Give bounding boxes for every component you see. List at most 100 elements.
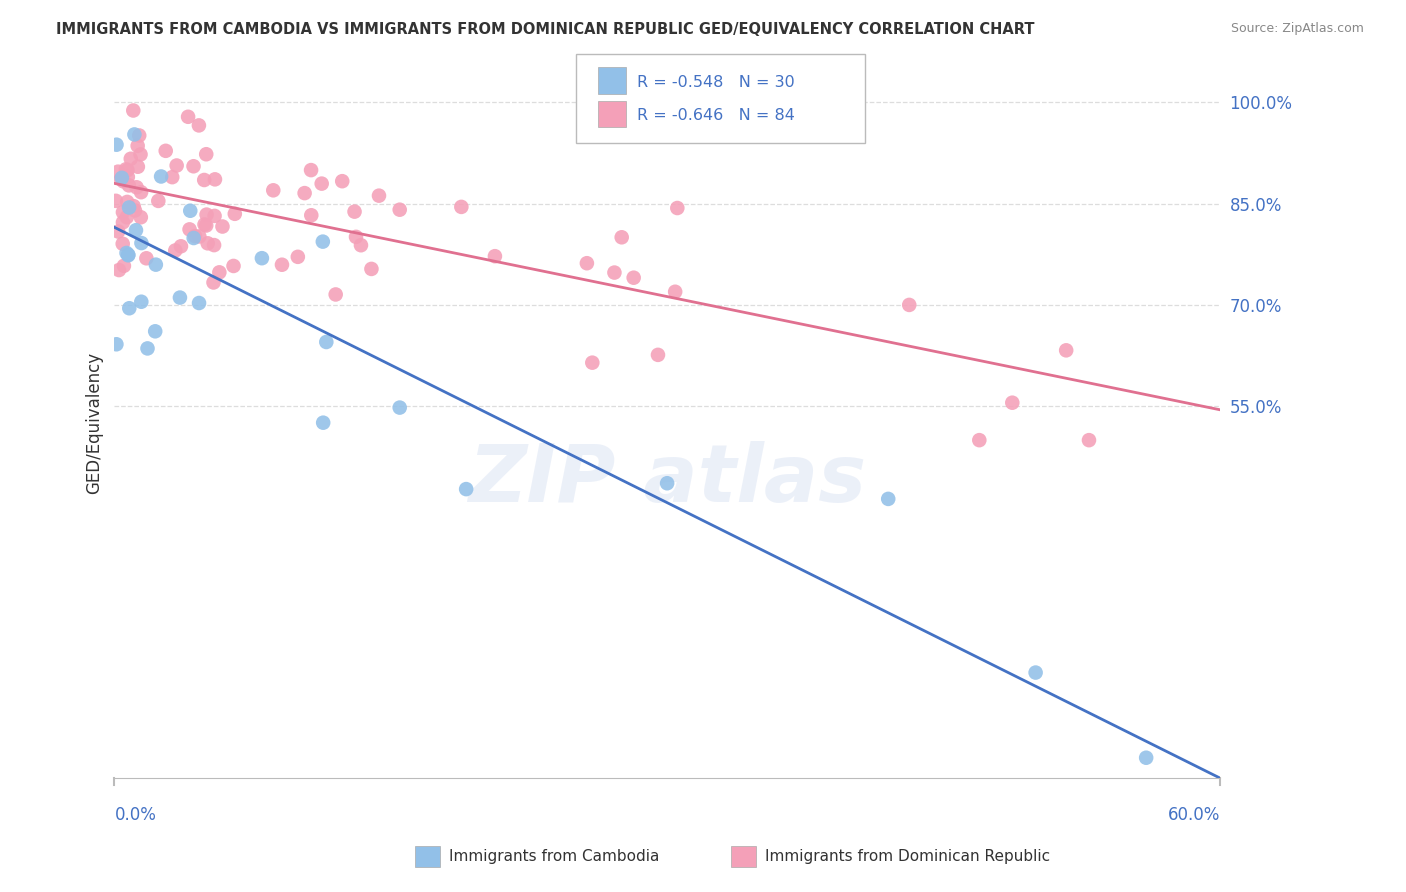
Point	[1001, 395, 1024, 409]
Point	[287, 250, 309, 264]
Point	[115, 210, 138, 224]
Point	[193, 218, 215, 232]
Point	[877, 491, 900, 506]
Text: R = -0.548   N = 30: R = -0.548 N = 30	[637, 75, 794, 89]
Point	[179, 222, 201, 236]
Point	[122, 199, 145, 213]
Point	[484, 249, 506, 263]
Y-axis label: GED/Equivalency: GED/Equivalency	[86, 352, 103, 494]
Point	[145, 258, 167, 272]
Point	[117, 248, 139, 262]
Point	[148, 194, 170, 208]
Point	[343, 204, 366, 219]
Point	[202, 276, 225, 290]
Point	[183, 159, 205, 173]
Point	[127, 138, 149, 153]
Point	[969, 433, 991, 447]
Point	[127, 160, 149, 174]
Point	[125, 223, 148, 237]
Point	[195, 219, 218, 233]
Point	[115, 194, 138, 209]
Point	[195, 208, 218, 222]
Point	[312, 235, 335, 249]
Point	[110, 172, 132, 186]
Point	[179, 203, 201, 218]
Point	[166, 159, 188, 173]
Text: ZIP atlas: ZIP atlas	[468, 441, 866, 519]
Point	[456, 482, 478, 496]
Point	[204, 172, 226, 186]
Point	[311, 177, 333, 191]
Point	[312, 416, 335, 430]
Point	[117, 163, 139, 178]
Point	[197, 236, 219, 251]
Point	[450, 200, 472, 214]
Point	[1135, 750, 1157, 764]
Point	[183, 231, 205, 245]
Point	[184, 229, 207, 244]
Point	[664, 285, 686, 299]
Point	[122, 103, 145, 118]
Point	[204, 209, 226, 223]
Point	[129, 147, 152, 161]
Point	[299, 163, 322, 178]
Text: 0.0%: 0.0%	[114, 806, 156, 824]
Point	[124, 203, 146, 218]
Point	[208, 265, 231, 279]
Point	[188, 296, 211, 310]
Point	[250, 251, 273, 265]
Point	[1078, 433, 1101, 447]
Point	[155, 144, 177, 158]
Point	[211, 219, 233, 234]
Point	[131, 294, 153, 309]
Point	[360, 261, 382, 276]
Point	[162, 170, 184, 185]
Point	[623, 270, 645, 285]
Point	[187, 119, 209, 133]
Point	[124, 128, 146, 142]
Text: Immigrants from Cambodia: Immigrants from Cambodia	[449, 849, 659, 863]
Point	[224, 207, 246, 221]
Point	[1025, 665, 1047, 680]
Point	[112, 259, 135, 273]
Point	[105, 137, 128, 152]
Point	[107, 164, 129, 178]
Text: R = -0.646   N = 84: R = -0.646 N = 84	[637, 108, 794, 123]
Point	[647, 348, 669, 362]
Point	[575, 256, 598, 270]
Point	[105, 337, 128, 351]
Point	[193, 173, 215, 187]
Point	[111, 205, 134, 219]
Text: 60.0%: 60.0%	[1167, 806, 1220, 824]
Point	[136, 342, 159, 356]
Point	[299, 208, 322, 222]
Point	[222, 259, 245, 273]
Point	[143, 324, 166, 338]
Point	[107, 225, 129, 239]
Point	[128, 128, 150, 143]
Point	[118, 301, 141, 316]
Point	[135, 252, 157, 266]
Point	[610, 230, 633, 244]
Point	[581, 356, 603, 370]
Text: Immigrants from Dominican Republic: Immigrants from Dominican Republic	[765, 849, 1050, 863]
Point	[666, 201, 689, 215]
Point	[120, 152, 142, 166]
Point	[177, 110, 200, 124]
Point	[271, 258, 294, 272]
Point	[125, 180, 148, 194]
Point	[111, 170, 134, 185]
Point	[117, 248, 139, 262]
Point	[1054, 343, 1077, 358]
Point	[150, 169, 173, 184]
Point	[131, 236, 153, 251]
Point	[111, 236, 134, 251]
Point	[108, 263, 131, 277]
Point	[330, 174, 353, 188]
Point	[344, 230, 367, 244]
Point	[294, 186, 316, 201]
Point	[129, 185, 152, 199]
Point	[129, 211, 152, 225]
Point	[388, 401, 411, 415]
Point	[117, 169, 139, 184]
